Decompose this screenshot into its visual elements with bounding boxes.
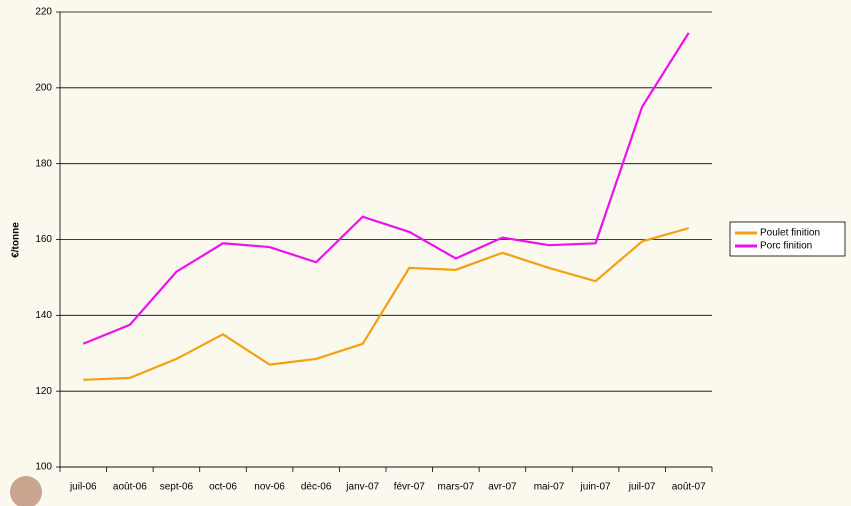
y-tick-label: 100 xyxy=(35,462,52,473)
legend-label: Poulet finition xyxy=(760,228,820,239)
x-tick-label: juil-06 xyxy=(69,482,97,493)
x-tick-label: janv-07 xyxy=(345,482,379,493)
x-tick-label: févr-07 xyxy=(394,482,426,493)
x-tick-label: juil-07 xyxy=(628,482,656,493)
x-tick-label: déc-06 xyxy=(301,482,332,493)
x-tick-label: mai-07 xyxy=(534,482,565,493)
y-axis-label: €/tonne xyxy=(11,222,22,258)
y-tick-label: 220 xyxy=(35,7,52,18)
x-tick-label: avr-07 xyxy=(488,482,517,493)
x-tick-label: juin-07 xyxy=(580,482,611,493)
legend xyxy=(729,221,846,257)
x-tick-label: août-06 xyxy=(113,482,147,493)
x-tick-label: sept-06 xyxy=(160,482,194,493)
x-tick-label: oct-06 xyxy=(209,482,237,493)
y-tick-label: 180 xyxy=(35,158,52,169)
photo-icon xyxy=(10,476,42,506)
x-tick-label: nov-06 xyxy=(254,482,285,493)
y-tick-label: 140 xyxy=(35,310,52,321)
x-tick-label: août-07 xyxy=(672,482,706,493)
series-line xyxy=(83,227,690,381)
y-tick-label: 120 xyxy=(35,386,52,397)
y-tick-label: 160 xyxy=(35,234,52,245)
x-tick-label: mars-07 xyxy=(438,482,475,493)
y-tick-label: 200 xyxy=(35,82,52,93)
series-line xyxy=(82,32,690,345)
legend-label: Porc finition xyxy=(760,241,812,252)
